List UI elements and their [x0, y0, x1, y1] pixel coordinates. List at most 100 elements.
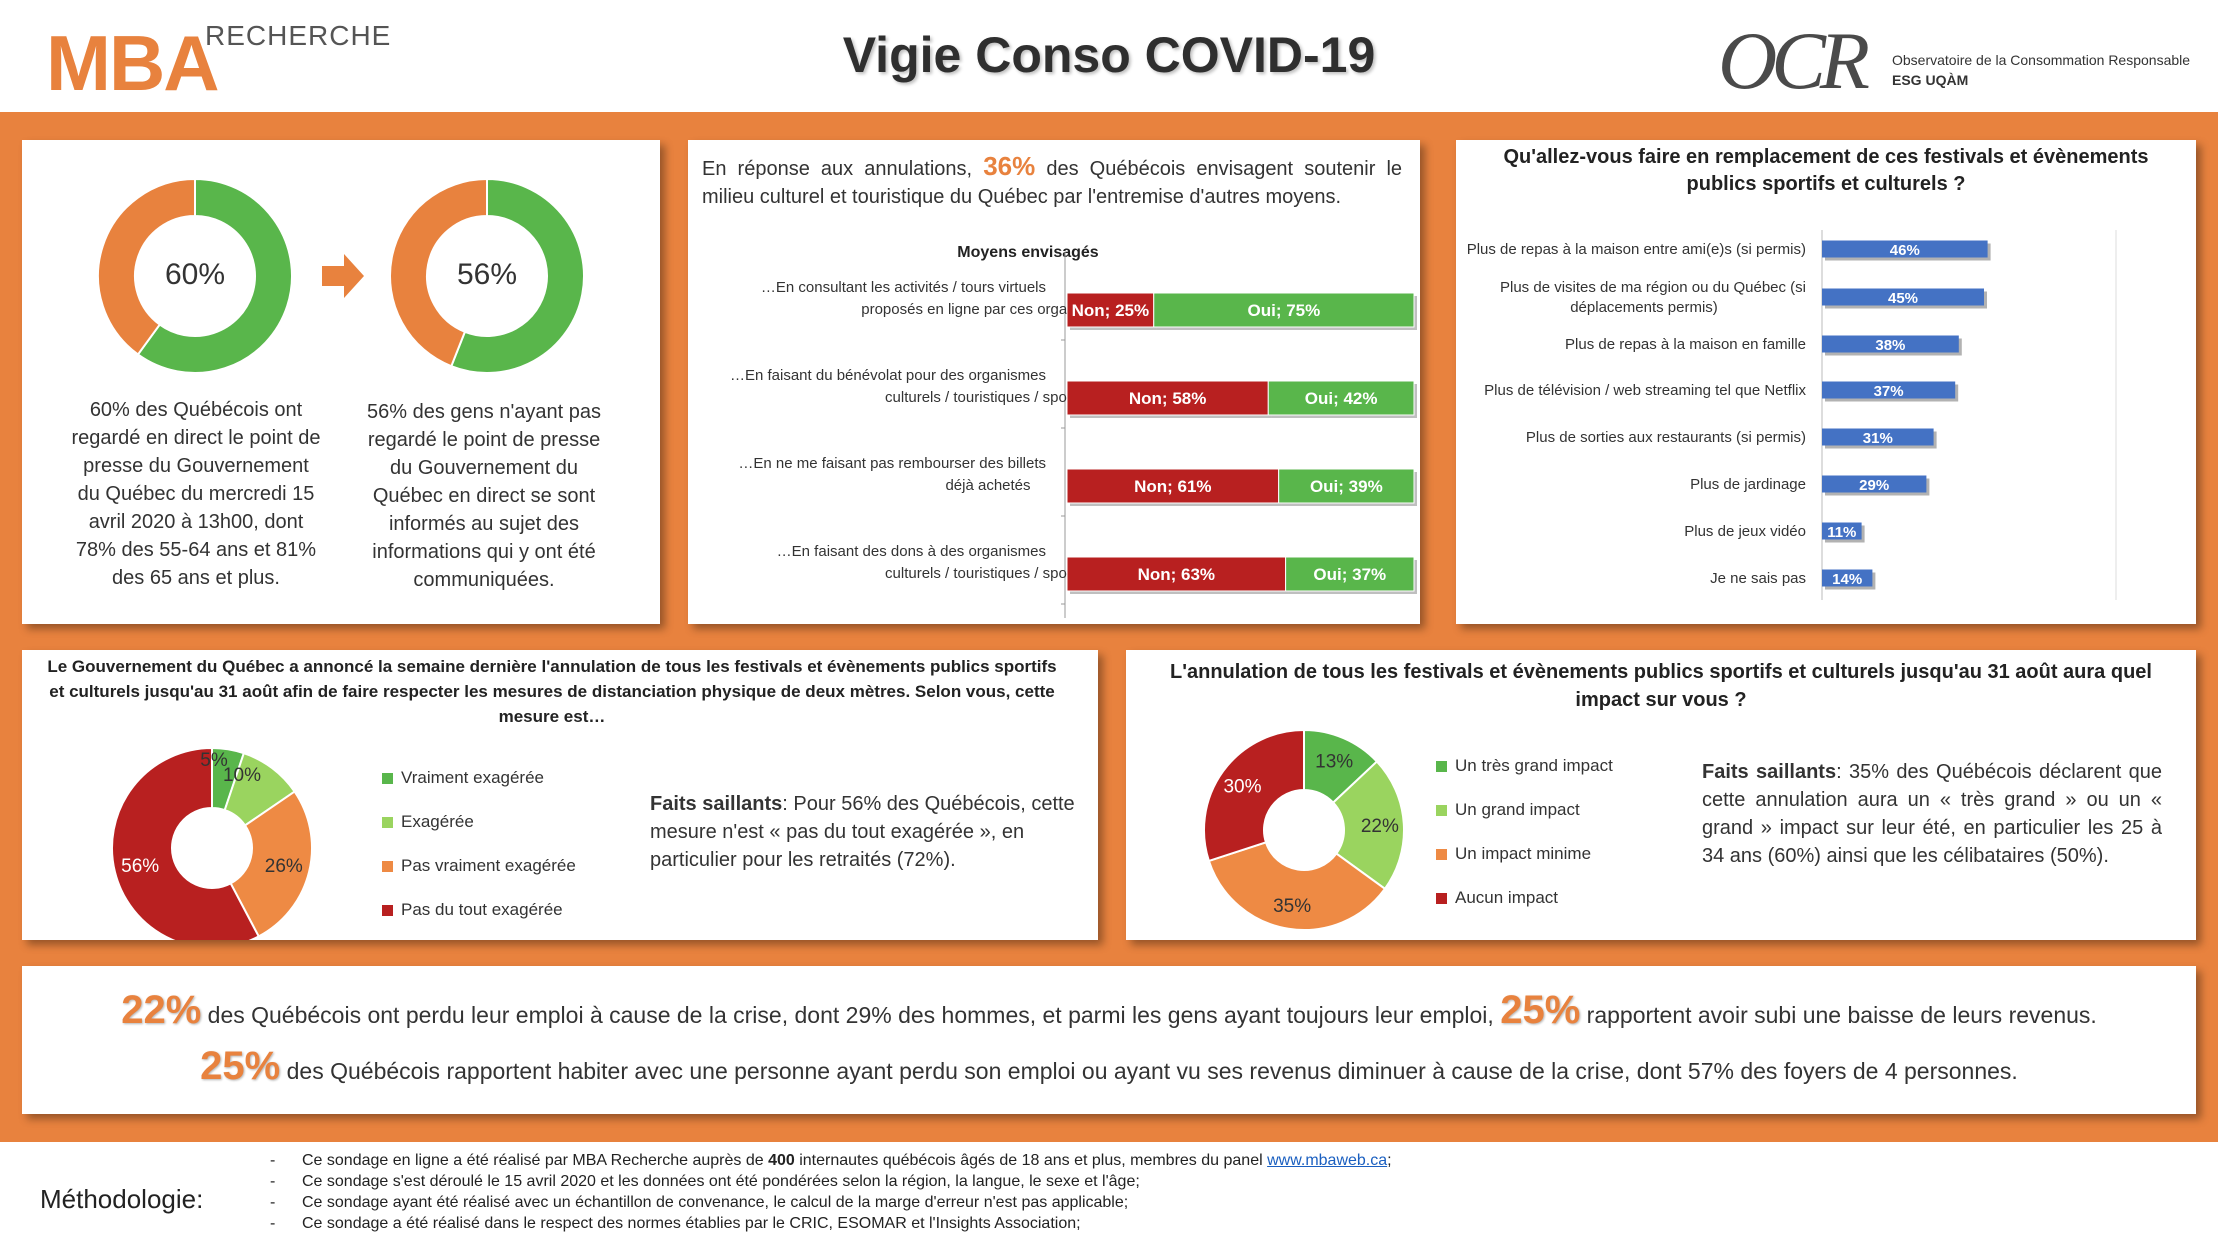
donut-slice [97, 177, 196, 356]
legend-label: Vraiment exagérée [401, 768, 545, 787]
slice-label: 35% [1273, 896, 1311, 917]
bar-segment [1066, 380, 1269, 416]
m1b: 400 [768, 1152, 795, 1169]
impact-faits: Faits saillants: 35% des Québécois décla… [1702, 758, 2162, 870]
donut-slice [1331, 760, 1405, 891]
category-label: Je ne sais pas [1710, 570, 1806, 587]
bar-label: Non; 61% [1134, 477, 1211, 496]
moyens-title: Moyens envisagés [957, 244, 1099, 261]
panel-impact: L'annulation de tous les festivals et év… [1126, 650, 2196, 940]
bar-label: Oui; 39% [1310, 477, 1383, 496]
pct-25a: 25% [1500, 988, 1581, 1032]
legend-item: Un grand impact [1436, 788, 1676, 832]
methodology-item: - Ce sondage a été réalisé dans le respe… [270, 1215, 1081, 1232]
bar-label: Non; 58% [1129, 389, 1206, 408]
category-label: Plus de télévision / web streaming tel q… [1484, 382, 1806, 399]
bar-segment [1278, 468, 1415, 504]
intro-post: des Québécois envisagent soutenir le mil… [702, 158, 1403, 208]
arrow-right-icon [322, 254, 364, 298]
horizontal-bar-chart: Plus de repas à la maison entre ami(e)s … [1467, 230, 2117, 600]
donut-slice [1207, 841, 1387, 931]
category-label: …En ne me faisant pas rembourser des bil… [738, 455, 1046, 472]
impact-donut: 13% 22% 35% 30% [1203, 728, 1405, 931]
bar-label: Non; 63% [1138, 565, 1215, 584]
category-label: …En consultant les activités / tours vir… [761, 279, 1046, 296]
panel-point-presse: 60% 56% 60% des Québécois ont regardé en… [22, 140, 660, 624]
bar-segment [1267, 380, 1415, 416]
legend-label: Aucun impact [1455, 888, 1558, 907]
impact-legend: Un très grand impact Un grand impact Un … [1436, 744, 1676, 920]
category-label: Plus de sorties aux restaurants (si perm… [1526, 429, 1806, 446]
legend-item: Exagérée [382, 800, 622, 844]
category-label: Plus de jardinage [1690, 476, 1806, 493]
donut-slice [229, 790, 313, 938]
category-label: …En faisant du bénévolat pour des organi… [730, 367, 1046, 384]
m1c: internautes québécois âgés de 18 ans et … [794, 1152, 1268, 1169]
bar-segment [1066, 292, 1155, 328]
mesure-donut: 5%10% 26% 56% [111, 746, 313, 940]
faits-label: Faits saillants [650, 793, 783, 815]
donut1-text: 60% des Québécois ont regardé en direct … [71, 399, 321, 589]
bar-segment [1285, 556, 1415, 592]
legend-item: Pas du tout exagérée [382, 888, 622, 932]
faits-text: : Pour 56% des Québécois, cette mesure n… [650, 793, 1075, 871]
category-label: culturels / touristiques / sportifs [885, 389, 1091, 406]
impact-slices [1203, 728, 1405, 931]
bar [1822, 475, 1927, 493]
bar [1822, 381, 1956, 399]
bar [1822, 569, 1873, 587]
legend-label: Exagérée [401, 812, 474, 831]
slice-label: 26% [265, 856, 303, 877]
legend-swatch [1436, 892, 1447, 904]
bar [1822, 335, 1959, 353]
bar-label: 37% [1874, 383, 1904, 400]
donut-slice [1203, 728, 1305, 863]
pct-22: 22% [121, 988, 202, 1032]
bar-segment [1066, 556, 1287, 592]
mesure-legend: Vraiment exagérée Exagérée Pas vraiment … [382, 756, 622, 932]
category-label: Plus de repas à la maison entre ami(e)s … [1467, 241, 1806, 258]
mesure-slices [111, 746, 313, 940]
m1d: ; [1387, 1152, 1392, 1169]
category-label: Plus de visites de ma région ou du Québe… [1500, 279, 1806, 296]
ocr-logo: OCR [1718, 15, 1870, 106]
pct-25b: 25% [200, 1044, 281, 1088]
methodology-item: - Ce sondage s'est déroulé le 15 avril 2… [270, 1173, 1140, 1190]
bar [1822, 288, 1984, 306]
methodology-item: - Ce sondage ayant été réalisé avec un é… [270, 1194, 1129, 1211]
category-label: proposés en ligne par ces organismes [861, 301, 1114, 318]
legend-swatch [382, 860, 393, 872]
mesure-faits: Faits saillants: Pour 56% des Québécois,… [650, 790, 1090, 874]
bar-label: 46% [1890, 242, 1920, 259]
panel-mesure: Le Gouvernement du Québec a annoncé la s… [22, 650, 1098, 940]
legend-item: Aucun impact [1436, 876, 1676, 920]
legend-label: Un impact minime [1455, 844, 1592, 863]
slice-label: 56% [121, 856, 159, 877]
page-title: Vigie Conso COVID-19 [842, 27, 1376, 83]
line2-text: des Québécois rapportent habiter avec un… [286, 1058, 2018, 1084]
donut-56 [389, 177, 585, 374]
mba-logo: MBA [46, 19, 220, 107]
category-label: …En faisant des dons à des organismes [777, 543, 1046, 560]
methodology-label: Méthodologie: [40, 1184, 204, 1214]
donut1-label: 60% [164, 258, 226, 291]
bar-segment [1153, 292, 1415, 328]
bar-label: Oui; 42% [1305, 389, 1378, 408]
m4: Ce sondage a été réalisé dans le respect… [302, 1215, 1081, 1232]
donut-pair [97, 177, 585, 374]
faits-text: : 35% des Québécois déclarent que cette … [1702, 761, 2163, 867]
donut-slice [136, 177, 293, 374]
legend-item: Vraiment exagérée [382, 756, 622, 800]
mbaweb-link[interactable]: www.mbaweb.ca [1267, 1152, 1388, 1169]
bar-label: 31% [1863, 430, 1893, 447]
stacked-bar-chart: …En consultant les activités / tours vir… [730, 252, 1417, 618]
donut2-text: 56% des gens n'ayant pas regardé le poin… [367, 401, 601, 591]
emploi-line2: 25% des Québécois rapportent habiter ave… [22, 1044, 2196, 1089]
bar-label: Oui; 37% [1313, 565, 1386, 584]
bar [1822, 522, 1862, 540]
slice-label: 5% [200, 750, 228, 771]
slice-label: 10% [223, 765, 261, 786]
legend-swatch [1436, 848, 1447, 860]
category-label: déplacements permis) [1570, 299, 1718, 316]
line1-end: rapportent avoir subi une baisse de leur… [1586, 1002, 2097, 1028]
